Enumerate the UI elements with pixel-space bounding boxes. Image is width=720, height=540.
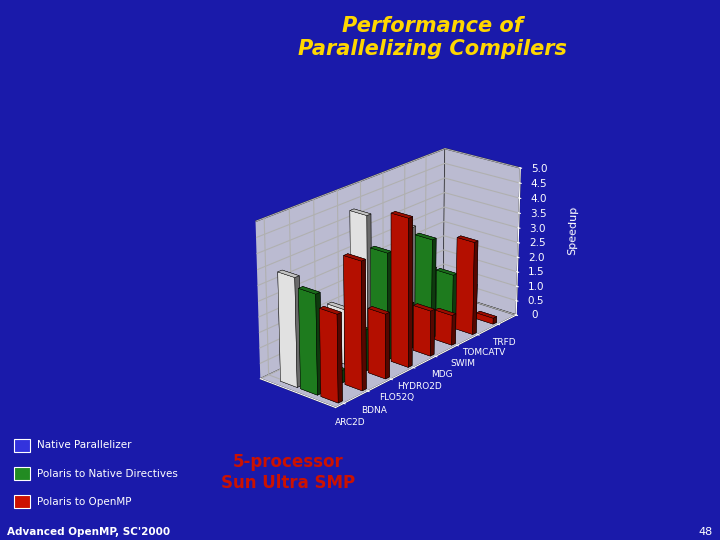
Text: 48: 48 xyxy=(698,527,713,537)
Text: Native Parallelizer: Native Parallelizer xyxy=(37,441,132,450)
Text: 5-processor
Sun Ultra SMP: 5-processor Sun Ultra SMP xyxy=(221,453,355,492)
Text: Advanced OpenMP, SC'2000: Advanced OpenMP, SC'2000 xyxy=(7,527,171,537)
Text: Polaris to OpenMP: Polaris to OpenMP xyxy=(37,497,132,507)
Text: Polaris to Native Directives: Polaris to Native Directives xyxy=(37,469,179,478)
Text: Performance of
Parallelizing Compilers: Performance of Parallelizing Compilers xyxy=(297,16,567,59)
